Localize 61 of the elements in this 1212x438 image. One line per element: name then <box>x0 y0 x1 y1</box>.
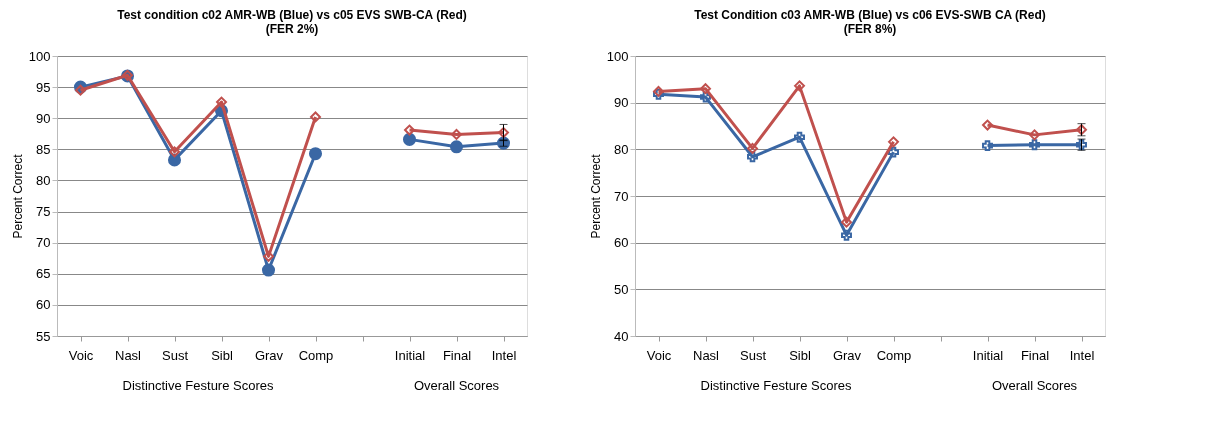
point <box>261 263 276 277</box>
x-tick-label: Grav <box>254 347 284 363</box>
x-tick-label: Grav <box>832 347 862 363</box>
y-tick-label: 70 <box>36 235 51 251</box>
point <box>700 91 711 103</box>
x-tick-label: Sibl <box>211 347 233 363</box>
y-tick-label: 100 <box>28 48 51 64</box>
x-tick-label: Sust <box>161 347 189 363</box>
point <box>982 140 993 152</box>
y-tick-label: 75 <box>36 204 51 220</box>
point <box>263 250 274 262</box>
point <box>747 142 758 154</box>
y-tick-label: 50 <box>614 281 629 297</box>
x-tick-label: Nasl <box>692 347 720 363</box>
y-tick-label: 100 <box>606 48 629 64</box>
chart-title: Test condition c02 AMR-WB (Blue) vs c05 EVS SWB-CA (Red) (FER 2%) <box>117 8 467 36</box>
x-tick-label: Voic <box>646 347 672 363</box>
x-tick-label: Intel <box>491 347 517 363</box>
x-tick-label: Comp <box>298 347 334 363</box>
x-tick-label: Initial <box>972 347 1004 363</box>
x-tick-label: Initial <box>394 347 426 363</box>
y-axis-title: Percent Correct <box>10 153 25 239</box>
y-tick-label: 90 <box>36 110 51 126</box>
y-tick-label: 80 <box>36 172 51 188</box>
point <box>308 147 323 161</box>
text: Overall Scores <box>991 378 1078 393</box>
point <box>841 229 852 241</box>
x-tick-label: Voic <box>68 347 94 363</box>
x-tick-label: Final <box>442 347 472 363</box>
text: Distinctive Festure Scores <box>700 378 852 393</box>
x-tick-label: Sust <box>739 347 767 363</box>
point <box>794 131 805 143</box>
point <box>169 146 180 158</box>
y-tick-label: 60 <box>614 235 629 251</box>
point <box>747 151 758 163</box>
y-tick-label: 60 <box>36 297 51 313</box>
x-tick-label: Final <box>1020 347 1050 363</box>
x-tick-label: Comp <box>876 347 912 363</box>
y-tick-label: 65 <box>36 266 51 282</box>
point <box>841 216 852 228</box>
x-tick-label: Nasl <box>114 347 142 363</box>
text: Overall Scores <box>413 378 500 393</box>
y-tick-label: 90 <box>614 95 629 111</box>
y-tick-label: 85 <box>36 141 51 157</box>
point <box>888 146 899 158</box>
point <box>310 111 321 123</box>
point <box>216 96 227 108</box>
point <box>700 83 711 95</box>
x-tick-label: Intel <box>1069 347 1095 363</box>
point <box>794 80 805 92</box>
point <box>75 84 86 96</box>
chart-title: Test Condition c03 AMR-WB (Blue) vs c06 EVS-SWB CA (Red) (FER 8%) <box>694 8 1046 36</box>
point <box>888 136 899 148</box>
y-tick-label: 70 <box>614 188 629 204</box>
x-tick-label: Sibl <box>789 347 811 363</box>
y-axis-title: Percent Correct <box>588 153 603 239</box>
y-tick-label: 95 <box>36 79 51 95</box>
y-tick-label: 80 <box>614 141 629 157</box>
text: Distinctive Festure Scores <box>122 378 274 393</box>
y-tick-label: 55 <box>36 328 51 344</box>
y-tick-label: 40 <box>614 328 629 344</box>
